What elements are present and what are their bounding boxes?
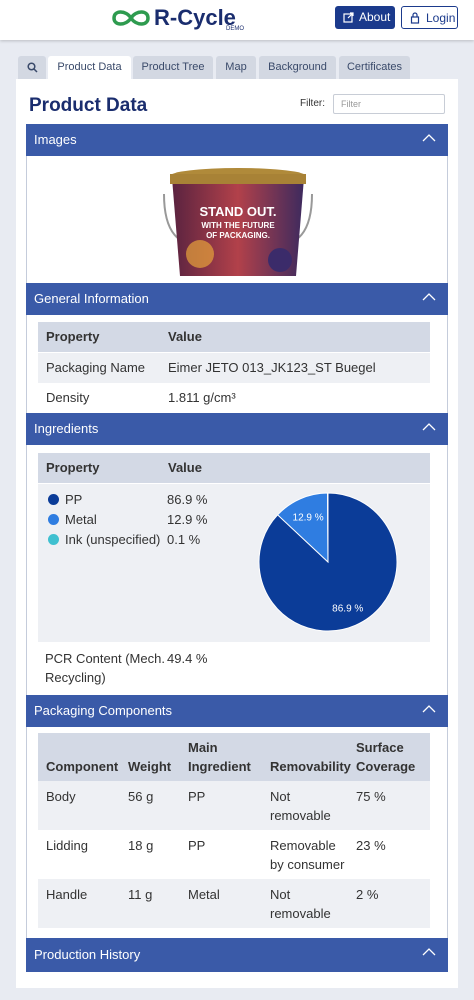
- collapse-icon: [422, 705, 436, 713]
- legend-dot: [48, 534, 59, 545]
- column-header: Property: [46, 329, 100, 344]
- section-title: Images: [34, 132, 77, 147]
- cell: 11 g: [128, 887, 153, 902]
- cell: 1.811 g/cm³: [168, 390, 236, 405]
- login-label: Login: [426, 11, 456, 25]
- header: R-Cycle DEMO About Login: [0, 0, 474, 40]
- section-header[interactable]: Production History: [26, 938, 448, 972]
- pie-slice: [276, 492, 329, 564]
- cell: Not removable: [270, 887, 331, 921]
- legend-dot: [48, 494, 59, 505]
- logo-badge: DEMO: [226, 26, 244, 32]
- ingredient-name: Ink (unspecified): [65, 532, 161, 547]
- cell: Density: [46, 390, 90, 405]
- tab[interactable]: Product Tree: [133, 56, 213, 79]
- about-button[interactable]: About: [335, 6, 395, 29]
- cell: PP: [188, 838, 206, 853]
- pie-chart: 86.9 % 12.9 %: [258, 492, 398, 632]
- ingredients-header-row: Property Value: [38, 453, 430, 483]
- components-header-row: Component Weight Main Ingredient Removabili…: [38, 733, 430, 781]
- page-title: Product Data: [29, 95, 148, 116]
- ingredient-value: 0.1 %: [167, 532, 201, 547]
- section-title: Ingredients: [34, 421, 99, 436]
- collapse-icon: [422, 293, 436, 301]
- ingredient-value: 12.9 %: [167, 512, 208, 527]
- column-header: Property: [46, 460, 100, 475]
- search-icon: [26, 62, 38, 73]
- logo-text: R-Cycle: [154, 5, 236, 30]
- section-header[interactable]: Images: [26, 124, 448, 156]
- about-label: About: [359, 10, 391, 24]
- general-row: Density 1.811 g/cm³: [38, 383, 430, 413]
- column-header: Value: [168, 329, 202, 344]
- column-header: Main Ingredient: [188, 740, 251, 774]
- general-header-row: Property Value: [38, 322, 430, 352]
- cell: Handle: [46, 887, 88, 902]
- column-header: Surface Coverage: [356, 740, 416, 774]
- column-header: Value: [168, 460, 202, 475]
- cell: 18 g: [128, 838, 154, 853]
- section-header[interactable]: Ingredients: [26, 413, 448, 445]
- logo-icon: [112, 10, 150, 26]
- cell: 2 %: [356, 887, 379, 902]
- legend-dot: [48, 514, 59, 525]
- cell: Eimer JETO 013_JK123_ST Buegel: [168, 360, 376, 375]
- cell: Packaging Name: [46, 360, 145, 375]
- component-row: Handle 11 g Metal Not removable 2 %: [38, 879, 430, 928]
- section-header[interactable]: Packaging Components: [26, 695, 448, 727]
- cell: 56 g: [128, 789, 154, 804]
- image-text: WITH THE FUTURE: [201, 221, 275, 230]
- components-table: Component Weight Main Ingredient Removabili…: [38, 733, 430, 928]
- tab[interactable]: Map: [216, 56, 256, 79]
- image-text: OF PACKAGING.: [206, 231, 270, 240]
- pie-label: 86.9 %: [332, 604, 363, 615]
- filter-input[interactable]: Filter: [333, 94, 445, 114]
- search-tab[interactable]: [18, 56, 46, 79]
- component-row: Body 56 g PP Not removable 75 %: [38, 781, 430, 830]
- login-button[interactable]: Login: [401, 6, 458, 29]
- cell: Body: [46, 789, 76, 804]
- cell: PP: [188, 789, 206, 804]
- product-image: STAND OUT. WITH THE FUTURE OF PACKAGING.: [163, 168, 313, 276]
- cell: Not removable: [270, 789, 331, 823]
- login-icon: [410, 12, 420, 24]
- column-header: Weight: [128, 759, 172, 774]
- ingredient-name: PP: [65, 492, 83, 507]
- tab[interactable]: Certificates: [339, 56, 410, 79]
- about-icon: [343, 12, 354, 23]
- ingredient-name: Metal: [65, 512, 97, 527]
- pcr-value: 49.4 %: [167, 651, 208, 666]
- section-title: General Information: [34, 291, 149, 306]
- pcr-label: PCR Content (Mech. Recycling): [45, 651, 165, 685]
- collapse-icon: [422, 948, 436, 956]
- tab[interactable]: Product Data: [48, 56, 131, 79]
- pie-label: 12.9 %: [293, 512, 324, 523]
- ingredient-value: 86.9 %: [167, 492, 208, 507]
- collapse-icon: [422, 423, 436, 431]
- cell: Metal: [188, 887, 220, 902]
- cell: 75 %: [356, 789, 386, 804]
- cell: Removable by consumer: [270, 838, 345, 872]
- cell: 23 %: [356, 838, 386, 853]
- cell: Lidding: [46, 838, 88, 853]
- collapse-icon: [422, 134, 436, 142]
- column-header: Component: [46, 759, 119, 774]
- component-row: Lidding 18 g PP Removable by consumer 23 %: [38, 830, 430, 879]
- image-text: STAND OUT.: [199, 204, 276, 219]
- section-title: Production History: [34, 947, 141, 962]
- column-header: Removability: [270, 759, 351, 774]
- filter-label: Filter:: [300, 98, 325, 109]
- general-row: Packaging Name Eimer JETO 013_JK123_ST Bu…: [38, 353, 430, 383]
- tab[interactable]: Background: [259, 56, 336, 79]
- section-title: Packaging Components: [34, 703, 173, 718]
- section-header[interactable]: General Information: [26, 283, 448, 315]
